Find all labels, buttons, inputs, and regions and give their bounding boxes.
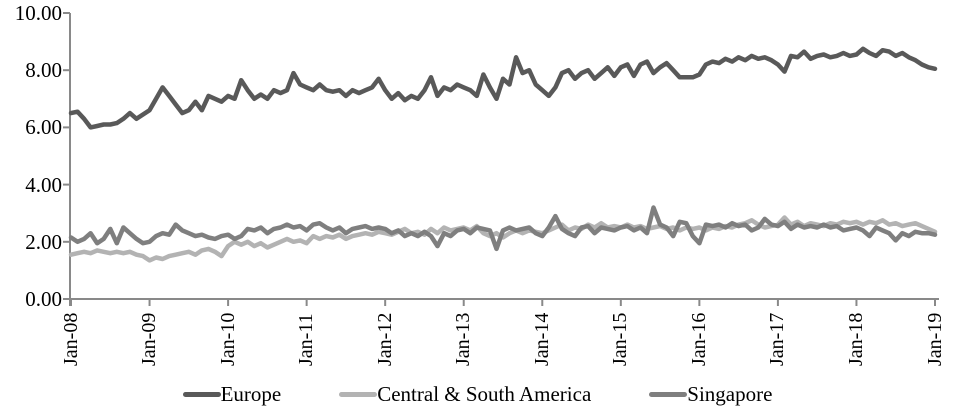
x-axis-tick-label: Jan-19: [923, 312, 946, 366]
legend-label-central-south-america: Central & South America: [377, 381, 592, 406]
legend-swatch-europe: [182, 391, 221, 397]
y-axis-tick-label: 0.00: [25, 287, 62, 311]
series-line-central-south-america: [68, 215, 938, 263]
x-axis-tick-label: Jan-11: [295, 313, 318, 366]
y-axis-tick-label: 6.00: [25, 115, 62, 140]
x-axis-tick-label: Jan-09: [138, 312, 161, 366]
x-axis-tick-label: Jan-14: [530, 312, 553, 366]
legend-label-europe: Europe: [220, 381, 282, 406]
legend-item-europe: Europe: [182, 381, 282, 407]
x-axis-tick-label: Jan-18: [844, 312, 867, 366]
legend-swatch-central-south-america: [339, 391, 378, 397]
legend-item-central-south-america: Central & South America: [339, 382, 591, 407]
chart-legend: Europe Central & South America Singapore: [0, 379, 955, 409]
series-line-europe: [68, 46, 938, 130]
y-axis-tick-label: 8.00: [25, 58, 62, 83]
x-axis-tick-label: Jan-13: [452, 312, 475, 366]
x-axis-tick-label: Jan-12: [373, 312, 396, 366]
series-line-singapore: [68, 205, 938, 252]
y-axis-tick-label: 4.00: [25, 172, 62, 197]
y-axis-tick-label: 2.00: [25, 229, 62, 254]
legend-label-singapore: Singapore: [687, 381, 773, 406]
x-axis-tick-label: Jan-10: [216, 312, 239, 366]
legend-swatch-singapore: [649, 391, 688, 397]
legend-item-singapore: Singapore: [649, 382, 772, 407]
x-axis-tick-label: Jan-08: [59, 312, 82, 366]
y-axis-tick-label: 10.00: [14, 1, 62, 25]
x-axis-tick-label: Jan-15: [609, 312, 632, 366]
x-axis-tick-label: Jan-16: [687, 312, 710, 366]
x-axis-tick-label: Jan-17: [766, 312, 789, 366]
